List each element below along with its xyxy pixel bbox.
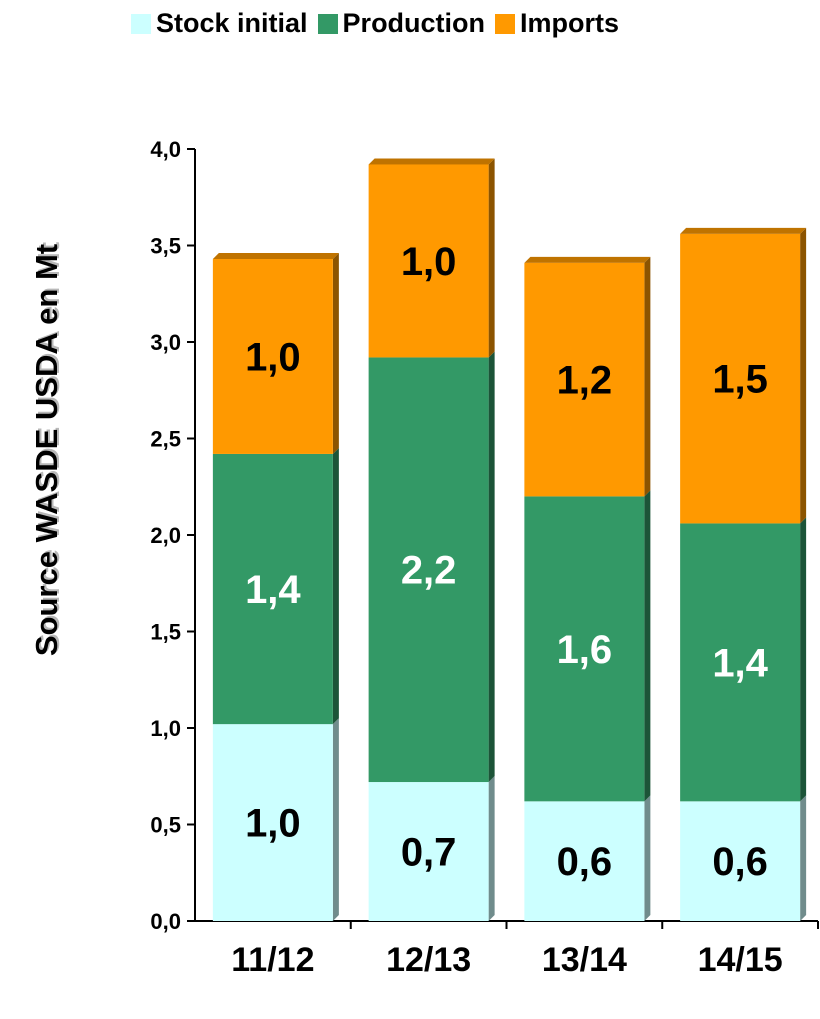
legend-swatch-imports — [495, 13, 516, 34]
legend-item-imports: Imports — [495, 8, 619, 39]
data-label-production: 1,4 — [712, 641, 768, 685]
bar-segment-production — [680, 523, 801, 802]
data-label-stock-initial: 0,6 — [712, 840, 768, 884]
bar-segment-stock-initial — [368, 782, 489, 921]
bar-segment-imports — [368, 164, 489, 358]
bar-segment-production — [368, 357, 489, 783]
bar-side-production — [800, 517, 807, 802]
bar-segment-stock-initial — [212, 724, 333, 921]
bar-side-production — [644, 490, 651, 802]
bar-segment-stock-initial — [680, 801, 801, 921]
legend: Stock initial Production Imports — [131, 8, 619, 39]
bar-top-face — [368, 158, 495, 165]
y-tick-label: 3,5 — [150, 234, 181, 259]
data-label-imports: 1,0 — [245, 335, 301, 379]
x-category-label: 11/12 — [231, 941, 314, 979]
y-tick-label: 0,5 — [150, 813, 181, 838]
bar-segment-imports — [524, 262, 645, 497]
y-tick-label: 4,0 — [150, 137, 181, 162]
bar-side-imports — [800, 227, 807, 524]
bar-side-production — [332, 447, 339, 725]
data-label-imports: 1,2 — [557, 359, 613, 403]
bar-side-imports — [488, 158, 495, 358]
x-category-label: 12/13 — [386, 941, 471, 979]
legend-label-stock-initial: Stock initial — [156, 8, 308, 38]
legend-label-production: Production — [342, 8, 486, 38]
data-label-production: 1,6 — [557, 628, 613, 672]
legend-label-imports: Imports — [520, 8, 620, 38]
bar-side-stock-initial — [644, 795, 651, 921]
y-tick-label: 1,5 — [150, 620, 181, 645]
y-tick-label: 2,5 — [150, 427, 181, 452]
data-label-production: 1,4 — [245, 568, 301, 612]
bar-side-stock-initial — [332, 718, 339, 921]
legend-swatch-stock-initial — [131, 13, 151, 34]
data-label-stock-initial: 1,0 — [245, 802, 301, 846]
bar-side-stock-initial — [488, 776, 495, 921]
y-tick-label: 0,0 — [150, 909, 181, 934]
y-tick-label: 3,0 — [150, 330, 181, 355]
y-tick-label: 1,0 — [150, 716, 181, 741]
bar-side-imports — [644, 256, 651, 497]
data-label-imports: 1,0 — [401, 240, 457, 284]
bar-segment-production — [524, 496, 645, 802]
x-category-label: 14/15 — [698, 941, 783, 979]
bar-side-stock-initial — [800, 795, 807, 921]
data-label-imports: 1,5 — [712, 358, 768, 402]
bar-side-imports — [332, 253, 339, 454]
data-label-stock-initial: 0,7 — [401, 831, 457, 875]
data-label-stock-initial: 0,6 — [557, 840, 613, 884]
bar-segment-stock-initial — [524, 801, 645, 921]
bar-top-face — [212, 253, 339, 260]
legend-swatch-production — [317, 13, 338, 34]
x-category-label: 13/14 — [542, 941, 627, 979]
legend-item-stock-initial: Stock initial — [131, 8, 308, 39]
bar-side-production — [488, 351, 495, 783]
bar-segment-imports — [680, 233, 801, 524]
bar-segment-imports — [212, 259, 333, 454]
y-tick-label: 2,0 — [150, 523, 181, 548]
legend-item-production: Production — [317, 8, 486, 39]
data-label-production: 2,2 — [401, 549, 457, 593]
bar-segment-production — [212, 453, 333, 725]
bar-top-face — [680, 227, 807, 234]
bar-top-face — [524, 256, 651, 263]
